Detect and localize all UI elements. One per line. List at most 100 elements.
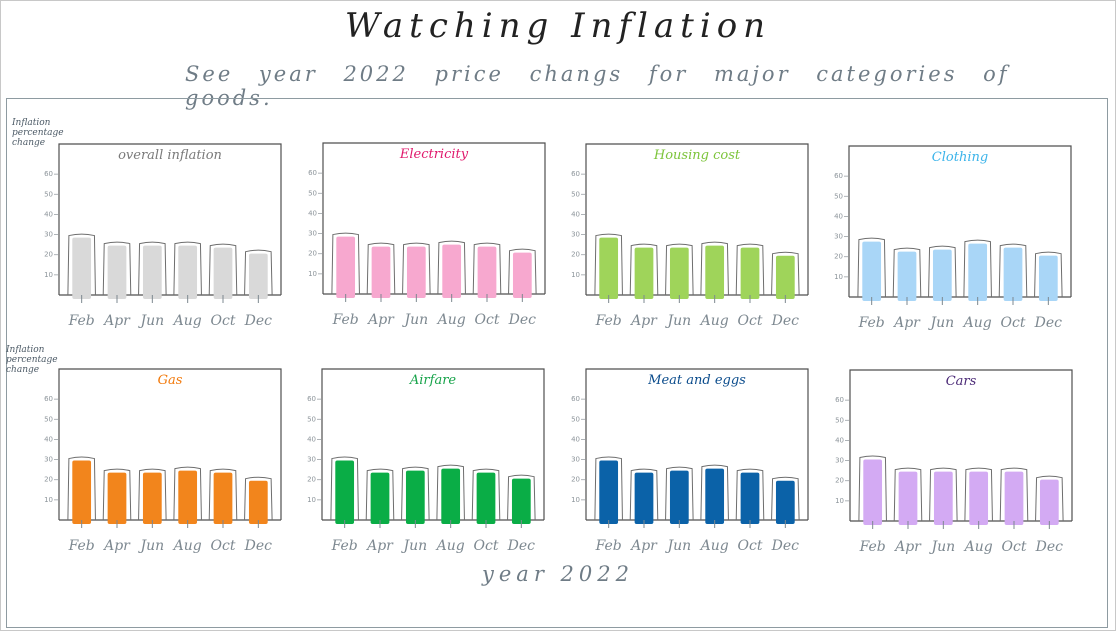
y-tick-label: 20 <box>44 476 53 484</box>
x-tick-label: Aug <box>172 313 202 329</box>
bar-outline <box>436 464 465 521</box>
chart-frame <box>849 369 1073 521</box>
bar-fill <box>775 480 795 524</box>
y-tick-label: 50 <box>307 415 316 423</box>
y-tick-label: 40 <box>571 435 580 443</box>
bar-outline <box>735 468 765 521</box>
x-tick-label: Jun <box>138 313 165 329</box>
x-tick-label: Jun <box>665 538 692 554</box>
bar-fill <box>511 478 531 524</box>
chart-title: Electricity <box>399 147 469 162</box>
bar-fill <box>178 470 198 524</box>
chart-panel-8: Cars 10 20 30 40 50 60 Feb Apr Jun Aug Oct Dec <box>835 369 1073 555</box>
y-tick-label: 60 <box>44 395 53 403</box>
bar-outline <box>173 466 202 521</box>
y-tick-label: 10 <box>571 271 580 279</box>
bar-fill <box>634 247 654 299</box>
chart-frame <box>321 368 545 520</box>
x-tick-label: Feb <box>68 313 95 329</box>
y-tick-label: 30 <box>44 231 53 239</box>
bar-fill <box>775 255 795 299</box>
x-tick-label: Apr <box>629 538 658 554</box>
bar-outline <box>471 468 501 521</box>
bar-outline <box>402 242 431 295</box>
chart-panel-3: Housing cost 10 20 30 40 50 60 Feb Apr Jun Aug Oct D… <box>571 143 809 329</box>
chart-title: Clothing <box>932 150 988 165</box>
bar-fill <box>72 237 92 299</box>
x-tick-label: Jun <box>401 538 428 554</box>
y-tick-label: 60 <box>308 169 317 177</box>
x-tick-label: Dec <box>244 313 273 329</box>
y-tick-label: 40 <box>834 212 843 220</box>
bar-outline <box>437 240 466 295</box>
bar-outline <box>893 467 923 522</box>
x-tick-label: Apr <box>102 538 131 554</box>
x-tick-label: Feb <box>68 538 95 554</box>
bar-fill <box>477 246 497 298</box>
x-tick-label: Aug <box>963 539 993 555</box>
bar-fill <box>1003 247 1023 301</box>
bar-fill <box>669 470 689 524</box>
bar-outline <box>735 243 765 296</box>
bar-outline <box>208 243 238 296</box>
bar-fill <box>933 471 953 525</box>
chart-frame <box>848 145 1072 297</box>
bar-outline <box>964 467 993 522</box>
bar-outline <box>102 468 132 521</box>
bar-outline <box>700 241 729 296</box>
bar-fill <box>442 244 462 298</box>
y-tick-label: 40 <box>44 210 53 218</box>
x-tick-label: Oct <box>211 538 236 554</box>
bar-outline <box>771 251 800 296</box>
x-tick-label: Jun <box>138 538 165 554</box>
bar-outline <box>508 248 537 295</box>
bar-outline <box>665 243 694 296</box>
y-axis-label-top: Inflation percentage change <box>12 118 64 148</box>
y-tick-label: 60 <box>571 170 580 178</box>
bar-fill <box>1004 471 1024 525</box>
x-tick-label: Feb <box>595 313 622 329</box>
x-tick-label: Dec <box>244 538 273 554</box>
bar-fill <box>740 247 760 299</box>
y-tick-label: 50 <box>44 415 53 423</box>
y-tick-label: 20 <box>835 477 844 485</box>
bar-outline <box>472 242 502 295</box>
bar-outline <box>138 468 167 521</box>
bar-outline <box>67 233 96 296</box>
y-tick-label: 60 <box>571 395 580 403</box>
y-tick-label: 40 <box>835 436 844 444</box>
bar-fill <box>863 459 883 525</box>
bar-outline <box>629 468 659 521</box>
chart-title: Housing cost <box>653 148 741 163</box>
y-tick-label: 50 <box>571 190 580 198</box>
bar-outline <box>330 456 359 521</box>
y-tick-label: 10 <box>307 496 316 504</box>
y-tick-label: 60 <box>307 395 316 403</box>
x-tick-label: Apr <box>366 312 395 328</box>
chart-title: Meat and eggs <box>647 373 746 388</box>
chart-panel-2: Electricity 10 20 30 40 50 60 Feb Apr Jun Aug Oct De… <box>308 142 546 328</box>
y-tick-label: 50 <box>308 189 317 197</box>
bar-outline <box>1034 251 1063 298</box>
bar-fill <box>634 472 654 524</box>
x-tick-label: Dec <box>771 313 800 329</box>
x-tick-label: Oct <box>1001 315 1026 331</box>
y-tick-label: 30 <box>44 456 53 464</box>
bar-outline <box>173 241 202 296</box>
bar-fill <box>441 468 461 524</box>
y-tick-label: 50 <box>571 415 580 423</box>
y-tick-label: 30 <box>571 456 580 464</box>
bar-fill <box>406 246 426 298</box>
bar-outline <box>366 242 396 295</box>
bar-fill <box>142 472 162 524</box>
y-tick-label: 10 <box>44 496 53 504</box>
y-tick-label: 10 <box>834 273 843 281</box>
bar-fill <box>476 472 496 524</box>
x-tick-label: Apr <box>892 315 921 331</box>
bar-outline <box>771 476 800 521</box>
bar-outline <box>700 464 729 521</box>
y-tick-label: 40 <box>44 435 53 443</box>
x-tick-label: Aug <box>436 312 466 328</box>
bar-outline <box>998 243 1028 298</box>
